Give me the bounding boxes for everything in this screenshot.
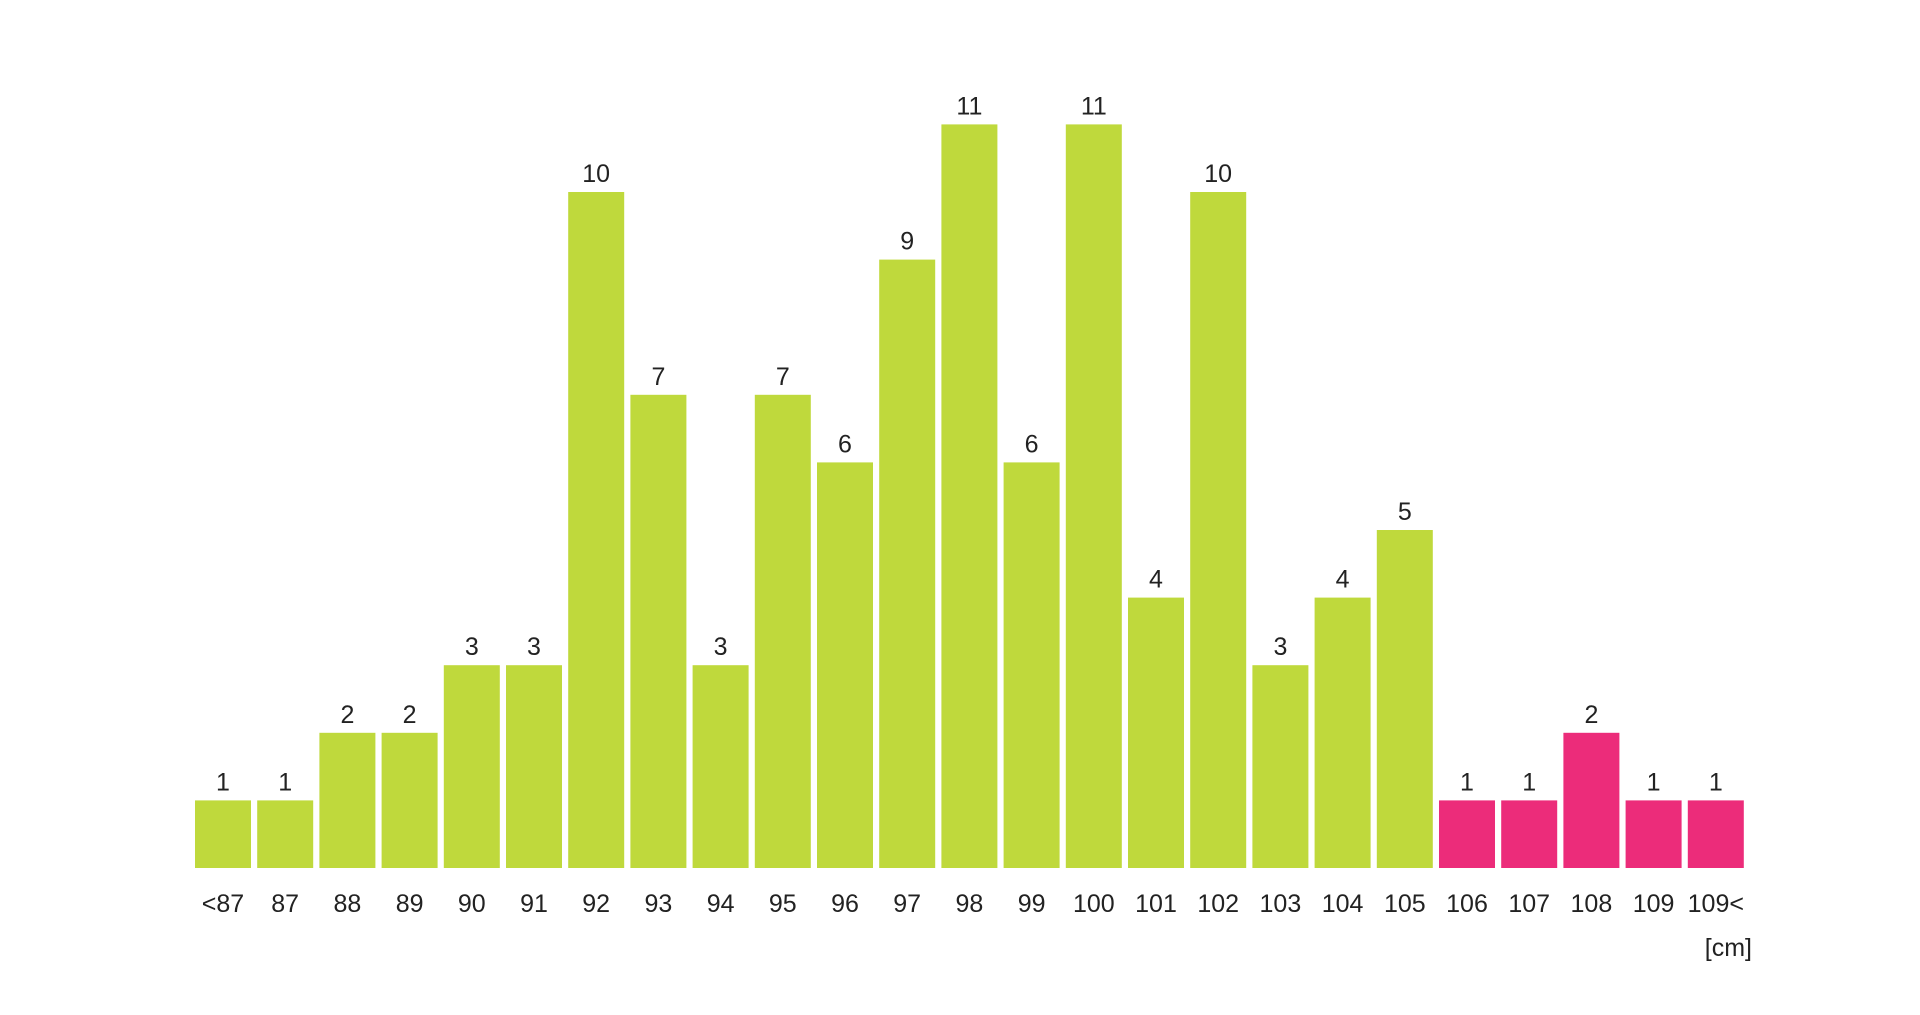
bar-<87 <box>195 800 251 868</box>
value-label-97: 9 <box>900 228 914 256</box>
bar-95 <box>754 394 811 868</box>
bar-90 <box>443 665 500 868</box>
value-label-102: 10 <box>1204 160 1232 188</box>
x-tick-labels: <87 87 88 89 90 91 92 93 94 95 96 97 98 99 100 101 102 10… <box>202 890 1744 918</box>
x-tick-label-87: 87 <box>271 890 299 918</box>
bar-104 <box>1314 597 1371 868</box>
bar-91 <box>506 665 562 868</box>
bar-99 <box>1003 462 1060 868</box>
value-label-99: 6 <box>1025 430 1039 458</box>
x-tick-label-99: 99 <box>1018 890 1046 918</box>
bar-106 <box>1439 800 1495 868</box>
x-tick-label-93: 93 <box>644 890 672 918</box>
bar-107 <box>1501 800 1558 868</box>
value-label-91: 3 <box>527 633 541 661</box>
value-label-107: 1 <box>1522 768 1536 796</box>
bar-109 <box>1625 800 1682 868</box>
bar-98 <box>941 124 998 868</box>
bar-87 <box>257 800 314 868</box>
value-label-92: 10 <box>582 160 610 188</box>
x-tick-label-94: 94 <box>707 890 735 918</box>
value-label-104: 4 <box>1336 566 1350 594</box>
value-label-93: 7 <box>651 363 665 391</box>
x-tick-label-92: 92 <box>582 890 610 918</box>
value-label-90: 3 <box>465 633 479 661</box>
bar-103 <box>1252 665 1309 868</box>
value-label-109: 1 <box>1647 768 1661 796</box>
value-label-<87: 1 <box>216 768 230 796</box>
value-label-87: 1 <box>278 768 292 796</box>
bar-89 <box>381 732 438 868</box>
x-unit-label: [cm] <box>1705 934 1752 962</box>
x-tick-label-<87: <87 <box>202 890 244 918</box>
x-tick-label-97: 97 <box>893 890 921 918</box>
x-tick-label-102: 102 <box>1197 890 1239 918</box>
value-label-101: 4 <box>1149 566 1163 594</box>
bar-92 <box>568 192 625 868</box>
x-tick-label-105: 105 <box>1384 890 1426 918</box>
x-tick-label-100: 100 <box>1073 890 1115 918</box>
bar-88 <box>319 732 376 868</box>
bar-100 <box>1065 124 1122 868</box>
bar-93 <box>630 394 687 868</box>
x-tick-label-89: 89 <box>396 890 424 918</box>
x-tick-label-91: 91 <box>520 890 548 918</box>
value-label-88: 2 <box>340 701 354 729</box>
value-label-89: 2 <box>403 701 417 729</box>
x-tick-label-107: 107 <box>1508 890 1550 918</box>
x-tick-label-106: 106 <box>1446 890 1488 918</box>
x-tick-label-109<: 109< <box>1688 890 1744 918</box>
value-label-106: 1 <box>1460 768 1474 796</box>
value-label-95: 7 <box>776 363 790 391</box>
x-tick-label-88: 88 <box>333 890 361 918</box>
bar-97 <box>879 259 936 869</box>
bars-layer <box>195 124 1744 869</box>
x-tick-label-96: 96 <box>831 890 859 918</box>
x-tick-label-103: 103 <box>1260 890 1302 918</box>
x-tick-label-95: 95 <box>769 890 797 918</box>
x-tick-label-108: 108 <box>1571 890 1613 918</box>
x-tick-label-98: 98 <box>955 890 983 918</box>
bar-109< <box>1687 800 1744 868</box>
x-tick-label-101: 101 <box>1135 890 1177 918</box>
x-tick-label-109: 109 <box>1633 890 1675 918</box>
bar-101 <box>1128 597 1184 868</box>
value-label-103: 3 <box>1273 633 1287 661</box>
bar-105 <box>1376 530 1433 868</box>
value-label-105: 5 <box>1398 498 1412 526</box>
bar-94 <box>692 665 749 868</box>
x-tick-label-90: 90 <box>458 890 486 918</box>
bar-108 <box>1563 732 1620 868</box>
value-label-108: 2 <box>1584 701 1598 729</box>
bar-102 <box>1190 192 1247 868</box>
value-label-100: 11 <box>1081 92 1107 120</box>
value-label-98: 11 <box>956 92 982 120</box>
value-label-94: 3 <box>714 633 728 661</box>
x-tick-label-104: 104 <box>1322 890 1364 918</box>
bar-96 <box>817 462 873 868</box>
value-label-109<: 1 <box>1709 768 1723 796</box>
value-label-96: 6 <box>838 430 852 458</box>
